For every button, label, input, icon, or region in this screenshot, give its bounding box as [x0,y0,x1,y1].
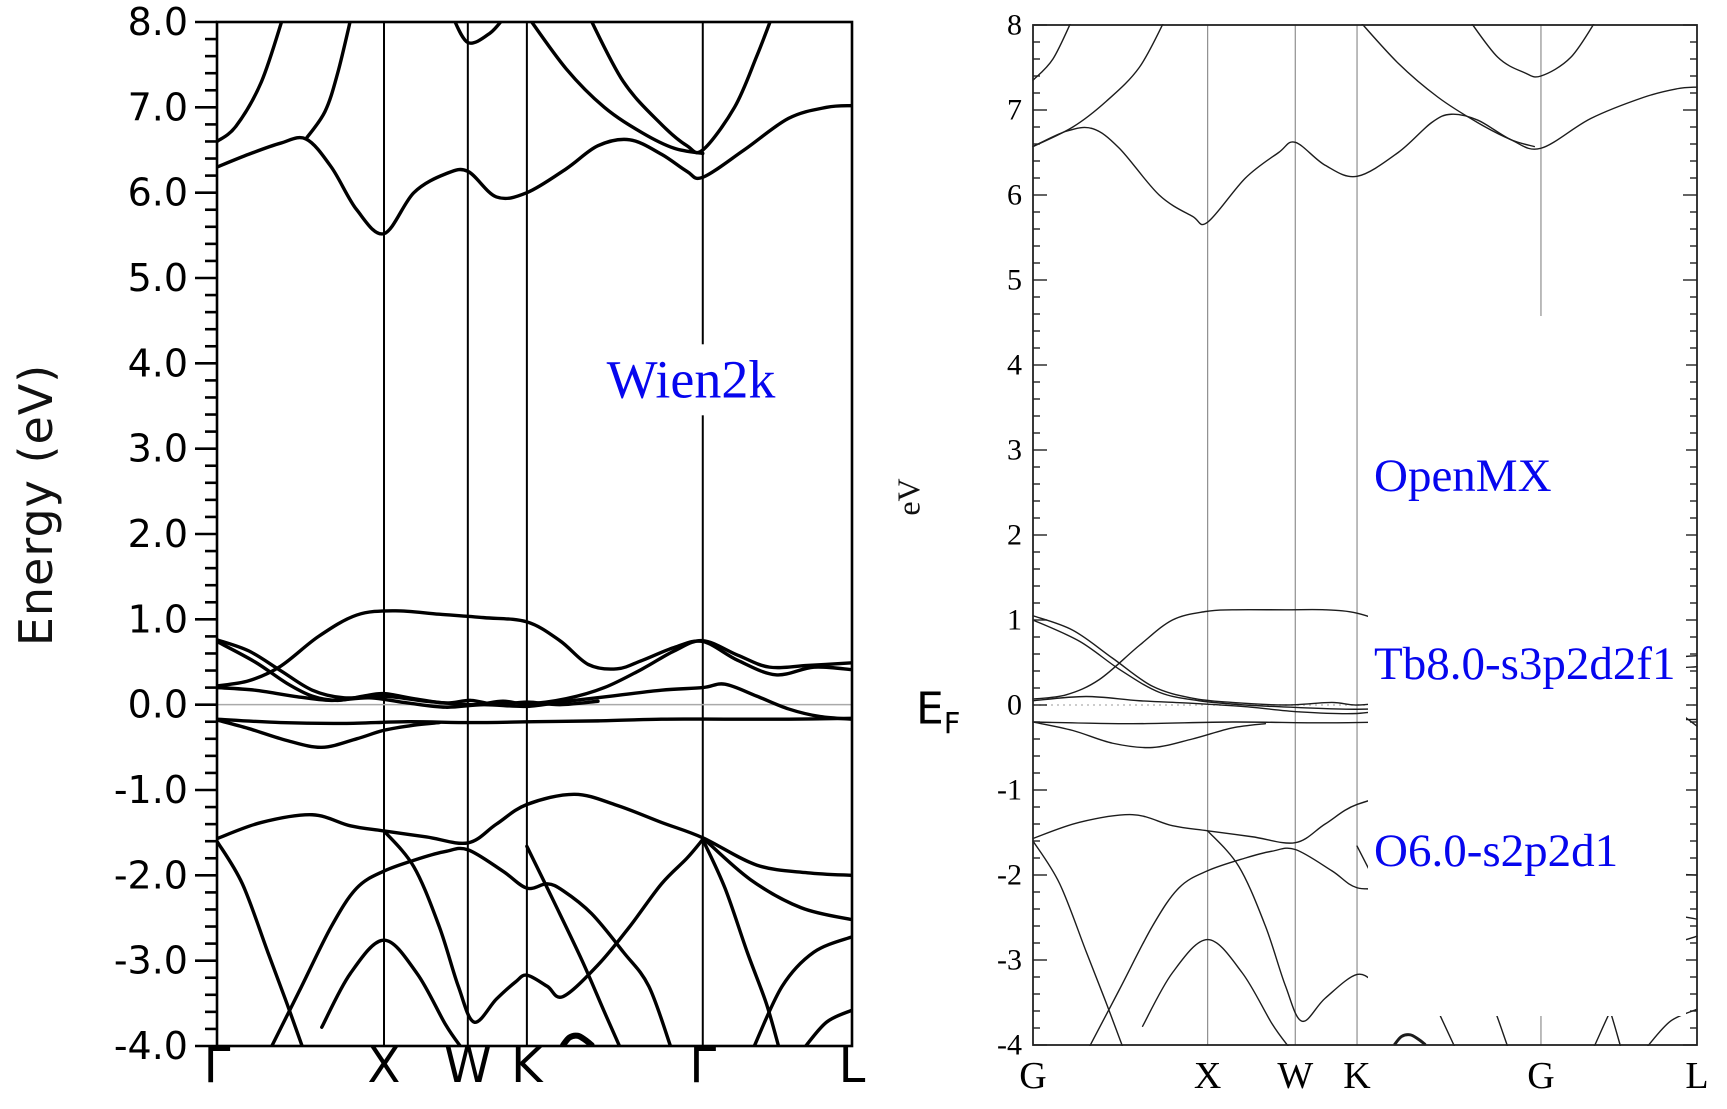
band-path-c2 [216,103,853,236]
band-path-f5 [216,609,853,688]
band-path-c6 [589,21,773,155]
y-tick-label: 2.0 [128,512,188,556]
band-path-c5 [1361,24,1536,148]
x-tick-label-X: X [1194,1055,1221,1097]
y-tick-label: 1.0 [128,597,188,641]
band-path-f4 [216,638,853,707]
y-tick-label: -1.0 [114,768,188,812]
x-tick-label-L: L [1685,1055,1708,1097]
y-tick-label: 8 [1007,9,1022,42]
x-tick-label-W: W [444,1038,491,1094]
band-path-f1 [216,716,853,726]
y-tick-label: 5.0 [128,256,188,300]
openmx-annotation-line3: O6.0-s2p2d1 [1374,825,1619,877]
band-path-c1 [1032,24,1071,81]
band-path-v3 [269,846,673,1047]
band-path-f2 [1032,721,1267,749]
x-tick-label-X: X [368,1038,401,1094]
band-path-v2 [216,839,305,1047]
openmx-annotation: OpenMX Tb8.0-s3p2d2f1 O6.0-s2p2d1 [1368,316,1686,1016]
y-tick-label: -2.0 [114,853,188,897]
band-path-v11 [560,1032,595,1047]
band-path-v2 [1032,840,1124,1046]
band-path-v10 [701,836,853,922]
y-tick-label: 0 [1007,689,1022,722]
openmx-annotation-line1: OpenMX [1374,450,1552,502]
fermi-level-label: EF [860,633,961,792]
band-path-c1 [216,21,284,144]
y-tick-label: -1 [997,774,1022,807]
plot-box [215,20,854,1048]
x-tick-label-W: W [1277,1055,1313,1097]
fermi-label-main: E [915,683,944,735]
band-path-c2 [1032,86,1698,226]
y-tick-label: 4.0 [128,341,188,385]
y-tick-label: -2 [997,859,1022,892]
y-tick-label: 6.0 [128,171,188,215]
y-tick-label: -4.0 [114,1024,188,1068]
band-path-f4b [216,639,600,707]
y-tick-label: 0.0 [128,683,188,727]
y-tick-label: 7.0 [128,85,188,129]
y-tick-label: 5 [1007,264,1022,297]
y-tick-label: -3 [997,944,1022,977]
band-path-v3b [320,938,464,1047]
left-y-axis-title: Energy (eV) [9,363,63,647]
band-path-v8 [752,935,853,1047]
band-path-c3 [304,21,352,141]
band-path-v11 [1393,1033,1427,1046]
band-path-v1b [382,829,705,1024]
wien2k-annotation: Wien2k [590,344,792,416]
openmx-annotation-line2: Tb8.0-s3p2d2f1 [1374,637,1676,690]
y-tick-label: 3.0 [128,427,188,471]
y-tick-label: 4 [1007,349,1022,382]
x-tick-label-G: G [1527,1055,1554,1097]
band-path-c5 [528,21,705,156]
band-path-v3b [1141,938,1289,1046]
band-path-c6 [1471,24,1595,78]
band-path-c4 [452,21,504,45]
x-tick-label-K: K [511,1038,544,1094]
band-path-v9 [802,1008,853,1047]
y-tick-label: -4 [997,1029,1022,1062]
x-tick-label-K: K [1343,1055,1371,1097]
y-tick-label: -3.0 [114,939,188,983]
y-tick-label: 1 [1007,604,1022,637]
y-tick-label: 7 [1007,94,1022,127]
band-path-c3 [1032,24,1164,148]
x-tick-label-Γ: Γ [689,1038,716,1094]
y-tick-label: 3 [1007,434,1022,467]
band-path-v5 [525,844,622,1047]
x-tick-label-L: L [839,1038,866,1094]
x-tick-label-G: G [1019,1055,1046,1097]
band-path-v7 [701,837,781,1047]
fermi-label-subscript: F [943,706,961,741]
y-tick-label: 2 [1007,519,1022,552]
x-tick-label-Γ: Γ [204,1038,231,1094]
band-path-v1 [216,792,853,878]
band-path-f2 [216,718,441,750]
right-y-axis-title: eV [890,478,927,516]
y-tick-label: 8.0 [128,0,188,44]
y-tick-label: 6 [1007,179,1022,212]
